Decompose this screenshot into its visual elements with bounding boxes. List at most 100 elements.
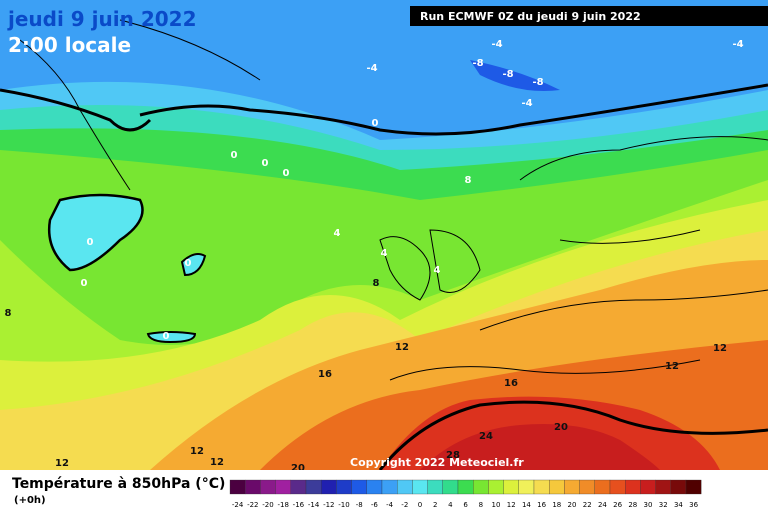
colorbar-label: 30 [644, 501, 653, 509]
contour-label: 20 [554, 422, 568, 433]
colorbar-swatch [351, 479, 367, 495]
contour-label: 4 [334, 228, 341, 239]
contour-label: 12 [395, 342, 409, 353]
colorbar-swatch [533, 479, 550, 495]
contour-label: 12 [55, 458, 69, 469]
contour-label: -8 [502, 69, 513, 80]
contour-label: 12 [665, 361, 679, 372]
contour-label: 0 [87, 237, 94, 248]
colorbar-swatch [442, 479, 459, 495]
run-banner [410, 6, 768, 26]
contour-label: 0 [262, 158, 269, 169]
colorbar-label: -20 [262, 501, 273, 509]
contour-label: -8 [532, 77, 543, 88]
contour-label: 8 [465, 175, 472, 186]
colorbar-label: 0 [418, 501, 422, 509]
colorbar-swatch [427, 479, 443, 495]
colorbar-label: -22 [247, 501, 258, 509]
colorbar-label: 20 [568, 501, 577, 509]
colorbar-label: 26 [613, 501, 622, 509]
colorbar-swatch [290, 479, 307, 495]
contour-label: 12 [190, 446, 204, 457]
contour-label: 0 [185, 258, 192, 269]
colorbar-label: 10 [492, 501, 501, 509]
legend-subtitle: (+0h) [14, 495, 46, 506]
colorbar-swatch [321, 479, 337, 495]
colorbar-label: -16 [293, 501, 305, 509]
colorbar-label: 32 [659, 501, 668, 509]
colorbar-label: 22 [583, 501, 592, 509]
colorbar-swatch [518, 479, 535, 495]
contour-label: 16 [318, 369, 332, 380]
time: 2:00 locale [8, 33, 131, 57]
colorbar-label: 16 [537, 501, 546, 509]
contour-label: 8 [373, 278, 380, 289]
colorbar-label: 36 [689, 501, 698, 509]
colorbar-swatch [457, 479, 474, 495]
contour-label: -4 [491, 39, 502, 50]
colorbar-swatch [655, 479, 671, 495]
contour-label: 8 [5, 308, 12, 319]
colorbar-swatch [488, 479, 504, 495]
contour-label: -8 [472, 58, 483, 69]
colorbar-label: 2 [433, 501, 437, 509]
colorbar: -24 -22 -20 -18 -16 -14 -12 -10 -8 -6 -4 -2 0 2 4 6 8 10 1… [229, 479, 702, 509]
colorbar-label: -14 [308, 501, 320, 509]
contour-label: 0 [283, 168, 290, 179]
colorbar-label: -10 [338, 501, 349, 509]
date: jeudi 9 juin 2022 [7, 7, 197, 31]
colorbar-label: 14 [522, 501, 531, 509]
contour-labels: -4 -8 -8 -8 -4 -4 -4 0 0 0 0 0 0 0 0 4 4… [5, 39, 744, 474]
colorbar-swatch [229, 479, 246, 495]
contour-label: -4 [521, 98, 532, 109]
colorbar-swatch [640, 479, 656, 495]
colorbar-swatch [594, 479, 611, 495]
colorbar-label: 24 [598, 501, 607, 509]
colorbar-swatch [260, 479, 276, 495]
colorbar-label: 28 [628, 501, 637, 509]
colorbar-label: -4 [386, 501, 394, 509]
contour-label: 24 [479, 431, 493, 442]
colorbar-label: -2 [401, 501, 408, 509]
run-info: Run ECMWF 0Z du jeudi 9 juin 2022 [420, 10, 641, 23]
colorbar-swatch [305, 479, 322, 495]
colorbar-label: 34 [674, 501, 683, 509]
contour-label: 4 [434, 265, 441, 276]
temperature-field [0, 0, 768, 470]
contour-label: 20 [291, 463, 305, 474]
contour-label: -4 [732, 39, 743, 50]
colorbar-swatch [549, 479, 565, 495]
colorbar-label: 8 [479, 501, 483, 509]
colorbar-swatch [412, 479, 428, 495]
colorbar-swatch [503, 479, 519, 495]
contour-label: 16 [504, 378, 518, 389]
contour-label: 12 [713, 343, 727, 354]
colorbar-swatch [397, 479, 413, 495]
colorbar-swatch [609, 479, 626, 495]
colorbar-label: 18 [552, 501, 561, 509]
colorbar-label: -8 [356, 501, 363, 509]
contour-label: 0 [231, 150, 238, 161]
contour-label: 0 [81, 278, 88, 289]
contour-label: 12 [210, 457, 224, 468]
legend-title: Température à 850hPa (°C) [12, 476, 225, 492]
colorbar-label: 4 [448, 501, 453, 509]
colorbar-label: -6 [371, 501, 379, 509]
colorbar-swatch [336, 479, 352, 495]
colorbar-swatch [381, 479, 398, 495]
colorbar-swatch [473, 479, 489, 495]
colorbar-label: 6 [463, 501, 468, 509]
colorbar-label: -24 [232, 501, 244, 509]
colorbar-label: -12 [323, 501, 334, 509]
contour-label: 28 [446, 450, 460, 461]
colorbar-label: -18 [277, 501, 288, 509]
contour-label: 0 [163, 331, 170, 342]
colorbar-label: 12 [507, 501, 516, 509]
colorbar-swatch [579, 479, 595, 495]
colorbar-swatch [366, 479, 383, 495]
copyright: Copyright 2022 Meteociel.fr [350, 456, 524, 469]
colorbar-swatch [670, 479, 687, 495]
colorbar-swatch [685, 479, 702, 495]
colorbar-swatch [625, 479, 641, 495]
